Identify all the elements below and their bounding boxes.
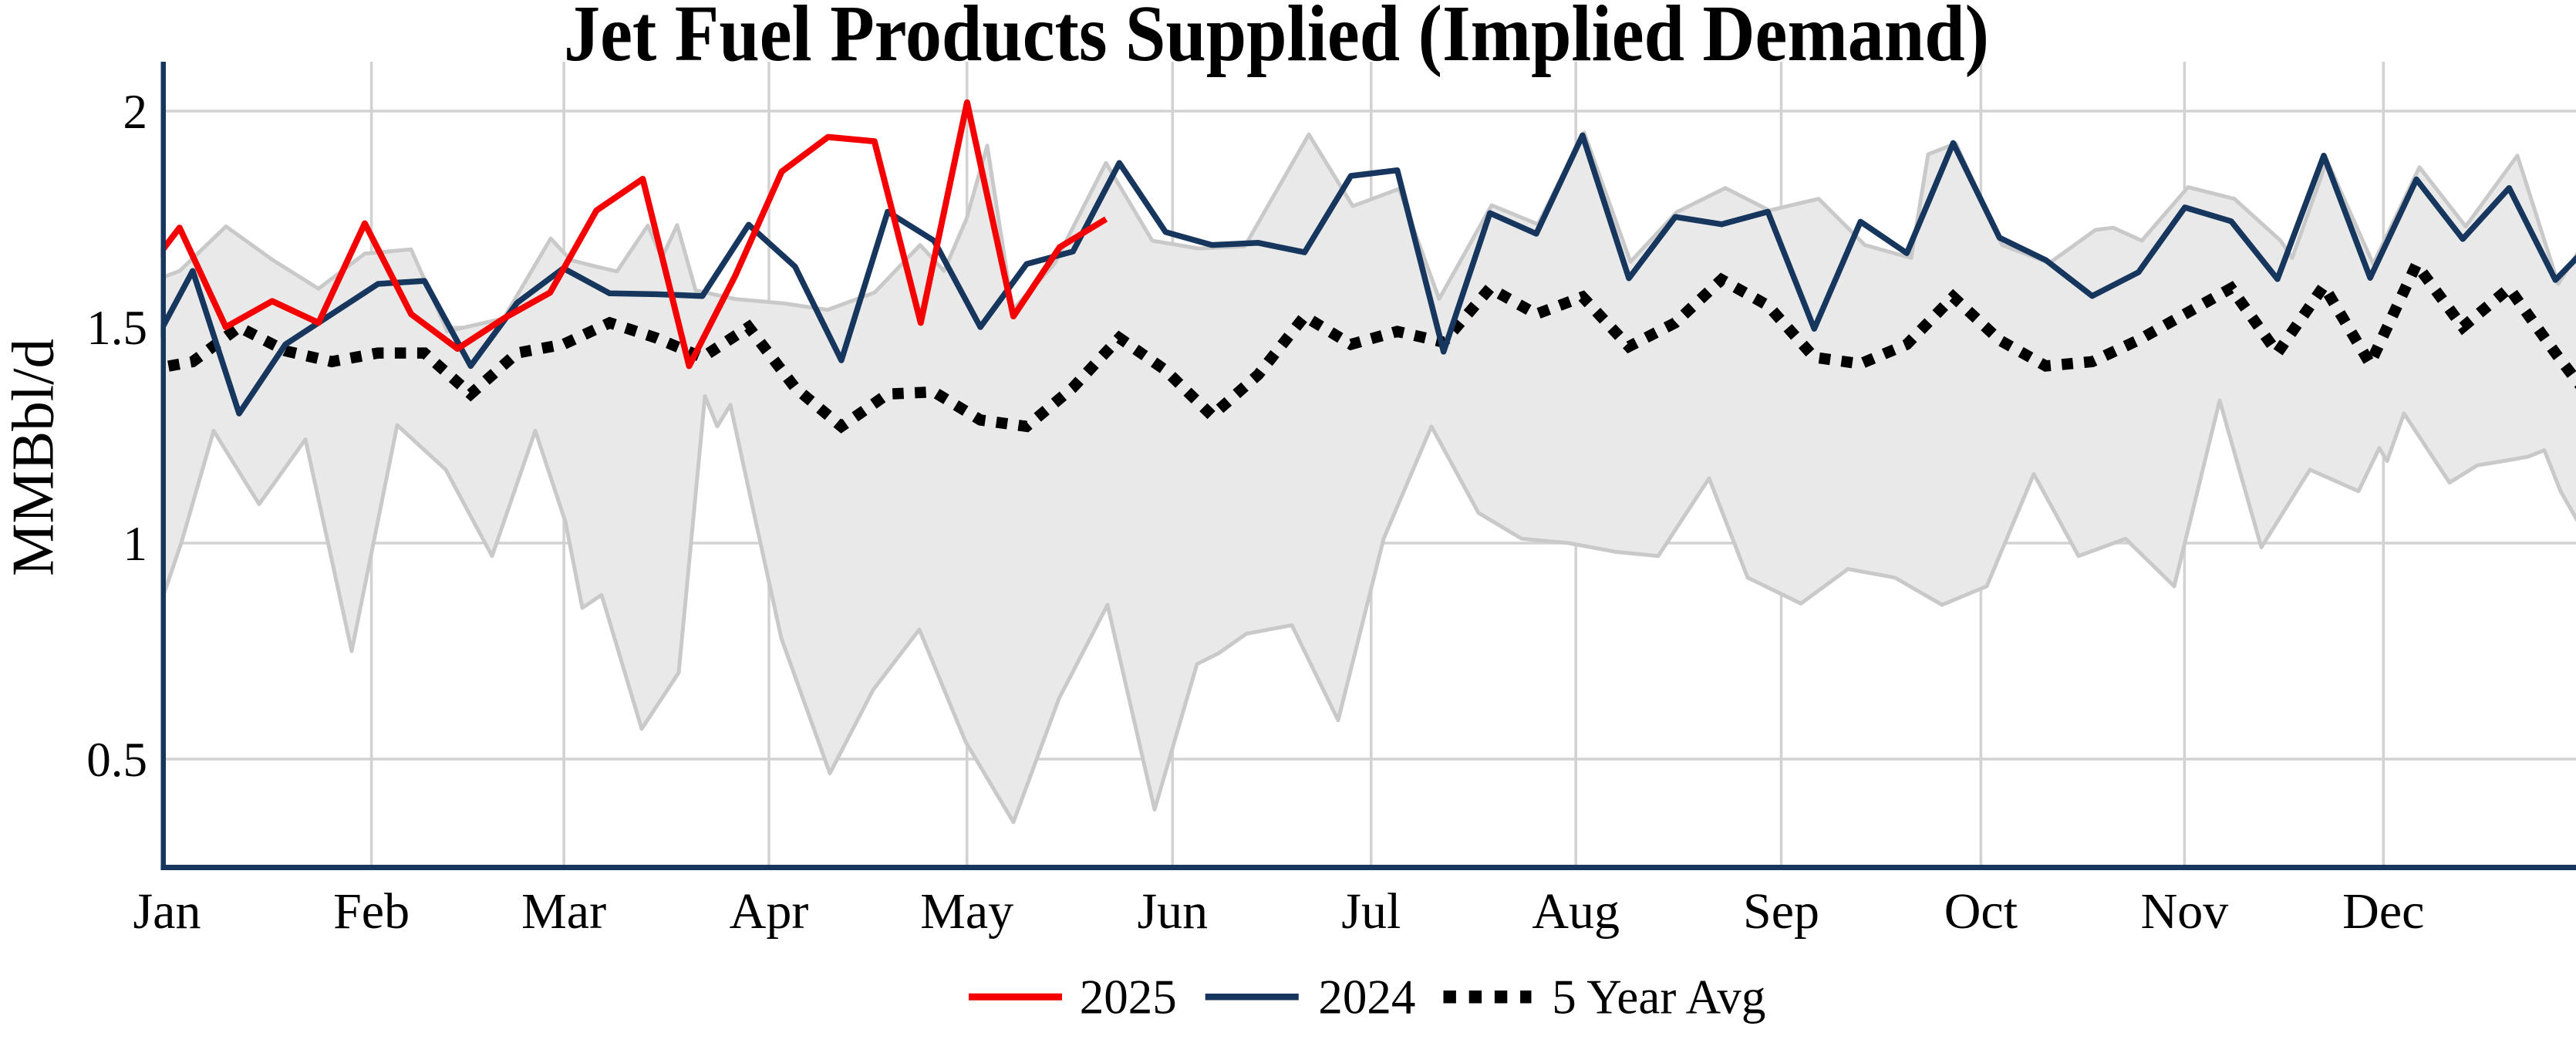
svg-text:Aug: Aug bbox=[1532, 883, 1620, 940]
svg-text:Oct: Oct bbox=[1944, 883, 2018, 940]
svg-text:Feb: Feb bbox=[333, 883, 410, 940]
svg-text:5 Year Avg: 5 Year Avg bbox=[1552, 970, 1765, 1024]
svg-text:Apr: Apr bbox=[730, 883, 809, 940]
svg-text:Jul: Jul bbox=[1341, 883, 1401, 940]
svg-text:Jun: Jun bbox=[1137, 883, 1208, 940]
svg-text:May: May bbox=[920, 883, 1013, 940]
svg-text:Sep: Sep bbox=[1743, 883, 1819, 940]
svg-text:Jan: Jan bbox=[133, 883, 201, 940]
svg-text:2024: 2024 bbox=[1318, 970, 1415, 1024]
svg-text:Dec: Dec bbox=[2342, 883, 2424, 940]
svg-text:Jet Fuel Products Supplied (Im: Jet Fuel Products Supplied (Implied Dema… bbox=[564, 0, 1989, 78]
svg-text:1: 1 bbox=[123, 517, 148, 571]
svg-text:1.5: 1.5 bbox=[86, 301, 147, 355]
svg-text:MMBbl/d: MMBbl/d bbox=[0, 339, 66, 576]
svg-text:Mar: Mar bbox=[521, 883, 606, 940]
svg-text:Nov: Nov bbox=[2141, 883, 2229, 940]
svg-text:2025: 2025 bbox=[1080, 970, 1177, 1024]
svg-text:2: 2 bbox=[123, 85, 148, 139]
svg-text:0.5: 0.5 bbox=[86, 733, 147, 787]
